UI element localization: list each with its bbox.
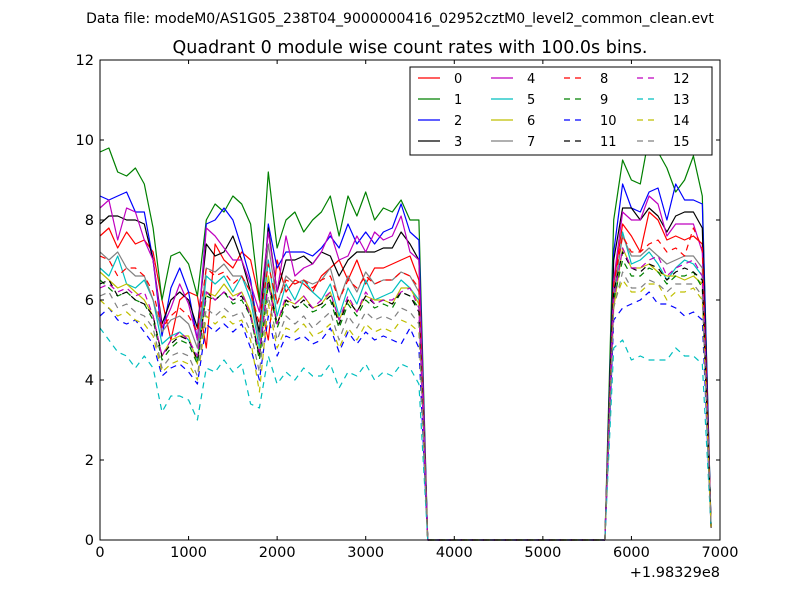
x-tick-label: 3000: [347, 545, 384, 561]
y-tick-label: 2: [85, 453, 94, 469]
x-tick-label: 1000: [170, 545, 207, 561]
series-line-13: [99, 327, 712, 541]
legend-label-5: 5: [527, 93, 535, 108]
legend-label-7: 7: [527, 135, 535, 150]
series-line-12: [99, 247, 712, 541]
plot-frame: [99, 59, 721, 541]
legend-label-11: 11: [600, 135, 617, 150]
y-tick-label: 10: [76, 133, 94, 149]
legend-label-3: 3: [454, 135, 462, 150]
x-tick-label: 0: [95, 545, 104, 561]
series-line-14: [99, 279, 712, 541]
x-tick-label: 6000: [613, 545, 650, 561]
legend-label-9: 9: [600, 93, 608, 108]
legend-label-13: 13: [673, 93, 690, 108]
series-line-8: [99, 227, 712, 541]
x-tick-label: 4000: [436, 545, 473, 561]
legend-box: [409, 66, 713, 156]
chart-title: Quadrant 0 module wise count rates with …: [173, 38, 648, 58]
series-line-15: [99, 271, 712, 541]
y-tick-label: 12: [76, 53, 94, 69]
x-tick-label: 7000: [702, 545, 739, 561]
legend-label-4: 4: [527, 72, 535, 87]
legend-label-10: 10: [600, 114, 617, 129]
legend-label-14: 14: [673, 114, 690, 129]
legend-label-8: 8: [600, 72, 608, 87]
legend-label-1: 1: [454, 93, 462, 108]
y-tick-label: 8: [85, 213, 94, 229]
x-tick-label: 5000: [524, 545, 561, 561]
y-tick-label: 6: [85, 293, 94, 309]
legend-label-0: 0: [454, 72, 462, 87]
series-layer: [99, 135, 712, 541]
legend-label-6: 6: [527, 114, 535, 129]
x-tick-label: 2000: [259, 545, 296, 561]
legend-label-12: 12: [673, 72, 690, 87]
legend-label-15: 15: [673, 135, 690, 150]
data-file-suptitle: Data file: modeM0/AS1G05_238T04_90000004…: [86, 11, 714, 27]
legend-label-2: 2: [454, 114, 462, 129]
y-tick-label: 4: [85, 373, 94, 389]
y-tick-label: 0: [85, 533, 94, 549]
x-offset-label: +1.98329e8: [630, 565, 720, 581]
